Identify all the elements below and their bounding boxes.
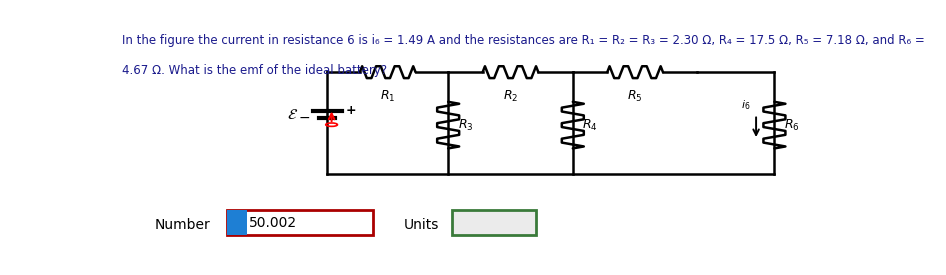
Text: 4.67 Ω. What is the emf of the ideal battery?: 4.67 Ω. What is the emf of the ideal bat…: [122, 64, 387, 77]
Text: Number: Number: [155, 218, 211, 232]
Text: −: −: [299, 111, 310, 125]
Text: $R_3$: $R_3$: [458, 117, 473, 133]
FancyBboxPatch shape: [452, 210, 536, 235]
Text: Units: Units: [404, 218, 440, 232]
FancyBboxPatch shape: [227, 210, 247, 235]
Text: $R_5$: $R_5$: [627, 89, 643, 104]
Text: V: V: [465, 216, 475, 230]
Text: 50.002: 50.002: [249, 216, 297, 230]
Text: $R_2$: $R_2$: [503, 89, 518, 104]
Text: i: i: [235, 216, 239, 230]
Text: +: +: [345, 104, 356, 117]
Text: $R_1$: $R_1$: [380, 89, 395, 104]
Text: $\mathcal{E}$: $\mathcal{E}$: [287, 107, 298, 122]
Text: ⌄: ⌄: [522, 216, 533, 229]
Text: In the figure the current in resistance 6 is i₆ = 1.49 A and the resistances are: In the figure the current in resistance …: [122, 34, 924, 47]
Text: $R_6$: $R_6$: [784, 117, 799, 133]
Text: $i_6$: $i_6$: [741, 99, 750, 112]
FancyBboxPatch shape: [227, 210, 374, 235]
Text: $R_4$: $R_4$: [583, 117, 598, 133]
